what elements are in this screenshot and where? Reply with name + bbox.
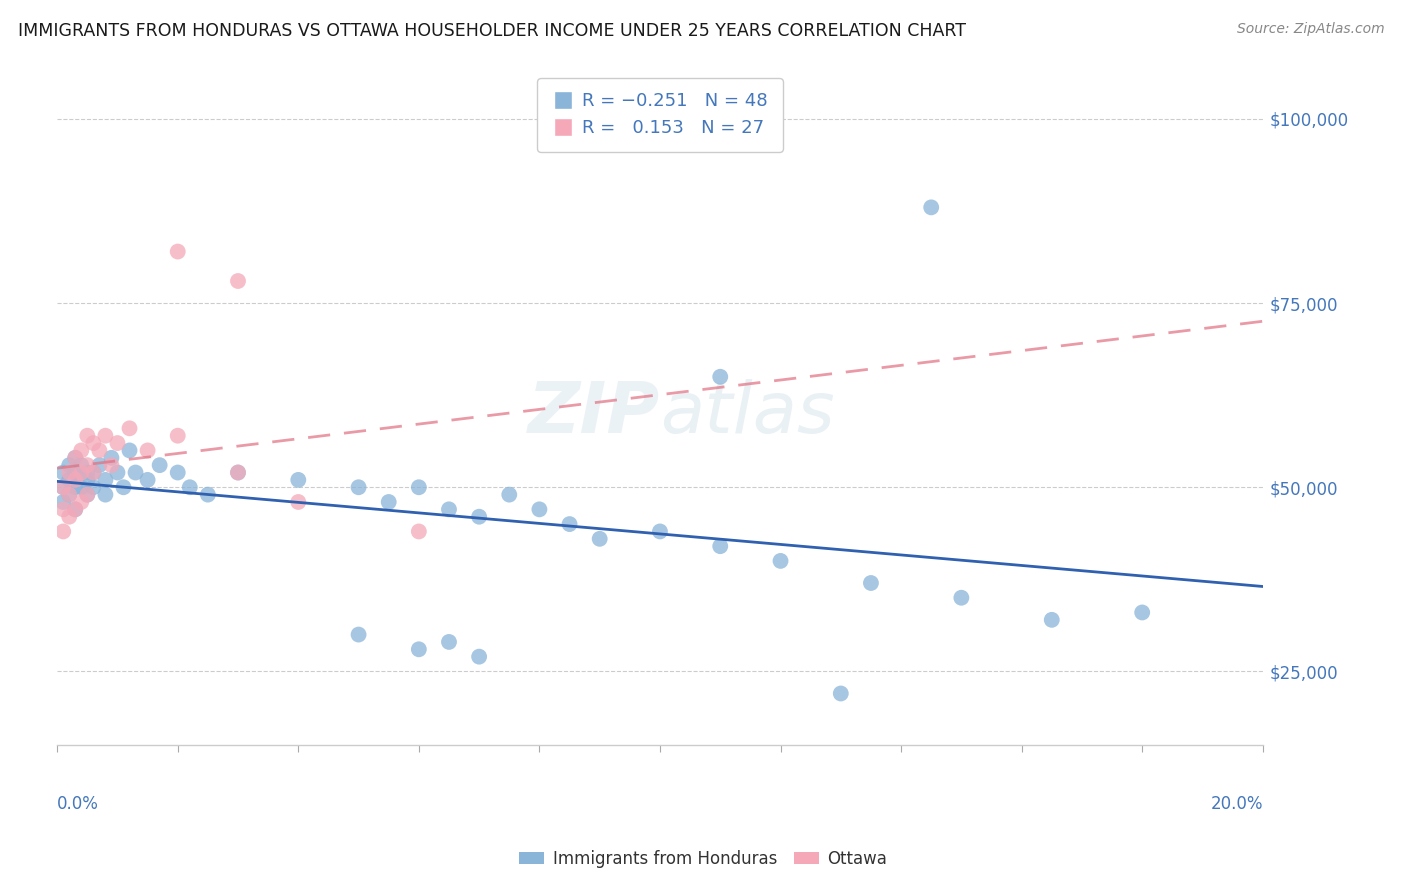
Point (149, 458, 172, 472)
Point (58, 473, 80, 487)
Point (94, 488, 117, 502)
Point (52, 502, 75, 516)
Point (859, 576, 882, 591)
Point (287, 495, 309, 509)
Point (65, 480, 87, 494)
Point (52, 495, 75, 509)
Point (82, 466, 104, 480)
Point (136, 443, 159, 458)
Point (76, 488, 98, 502)
Point (118, 443, 141, 458)
Point (709, 539, 731, 553)
Point (76, 466, 98, 480)
Point (52, 480, 75, 494)
Point (166, 244, 188, 259)
Point (76, 428, 98, 442)
Point (950, 591, 973, 605)
Point (58, 488, 80, 502)
Point (226, 466, 249, 480)
Point (589, 532, 612, 546)
Point (89, 458, 111, 472)
Point (408, 480, 430, 494)
Point (107, 466, 129, 480)
Point (648, 524, 671, 539)
Point (166, 428, 188, 442)
Point (468, 509, 491, 524)
Point (498, 488, 520, 502)
Point (347, 480, 370, 494)
Point (82, 436, 104, 450)
Point (65, 450, 87, 465)
Point (65, 502, 87, 516)
Point (52, 480, 75, 494)
Point (89, 443, 111, 458)
Point (65, 466, 87, 480)
Point (82, 480, 104, 494)
Point (408, 642, 430, 657)
Text: ZIP: ZIP (527, 379, 659, 448)
Point (70, 466, 93, 480)
Point (94, 473, 117, 487)
Point (1040, 613, 1063, 627)
Point (179, 480, 201, 494)
Point (166, 466, 188, 480)
Point (118, 421, 141, 435)
Point (136, 473, 159, 487)
Text: 0.0%: 0.0% (58, 795, 98, 813)
Point (437, 502, 460, 516)
Point (468, 649, 491, 664)
Point (65, 450, 87, 465)
Point (94, 428, 117, 442)
Text: IMMIGRANTS FROM HONDURAS VS OTTAWA HOUSEHOLDER INCOME UNDER 25 YEARS CORRELATION: IMMIGRANTS FROM HONDURAS VS OTTAWA HOUSE… (18, 22, 966, 40)
Point (920, 200, 942, 214)
Point (52, 524, 75, 539)
Point (197, 488, 219, 502)
Point (408, 524, 430, 539)
Point (1130, 606, 1153, 620)
Point (52, 466, 75, 480)
Point (558, 517, 581, 532)
Point (70, 458, 93, 472)
Point (58, 458, 80, 472)
Point (76, 488, 98, 502)
Point (769, 554, 792, 568)
Point (830, 686, 852, 700)
Point (82, 466, 104, 480)
Point (112, 480, 135, 494)
Point (70, 480, 93, 494)
Point (76, 473, 98, 487)
Point (124, 466, 146, 480)
Point (347, 627, 370, 641)
Point (58, 488, 80, 502)
Point (709, 369, 731, 384)
Point (226, 274, 249, 288)
Point (100, 458, 122, 472)
Point (437, 635, 460, 649)
Text: 20.0%: 20.0% (1211, 795, 1263, 813)
Point (100, 450, 122, 465)
Point (65, 502, 87, 516)
Text: Source: ZipAtlas.com: Source: ZipAtlas.com (1237, 22, 1385, 37)
Point (377, 495, 399, 509)
Point (76, 458, 98, 472)
Point (70, 443, 93, 458)
Point (65, 473, 87, 487)
Point (107, 436, 129, 450)
Point (529, 502, 551, 516)
Text: atlas: atlas (659, 379, 835, 448)
Point (58, 466, 80, 480)
Point (226, 466, 249, 480)
Point (58, 509, 80, 524)
Point (287, 473, 309, 487)
Legend: R = −0.251   N = 48, R =   0.153   N = 27: R = −0.251 N = 48, R = 0.153 N = 27 (537, 78, 783, 152)
Point (70, 495, 93, 509)
Legend: Immigrants from Honduras, Ottawa: Immigrants from Honduras, Ottawa (513, 844, 893, 875)
